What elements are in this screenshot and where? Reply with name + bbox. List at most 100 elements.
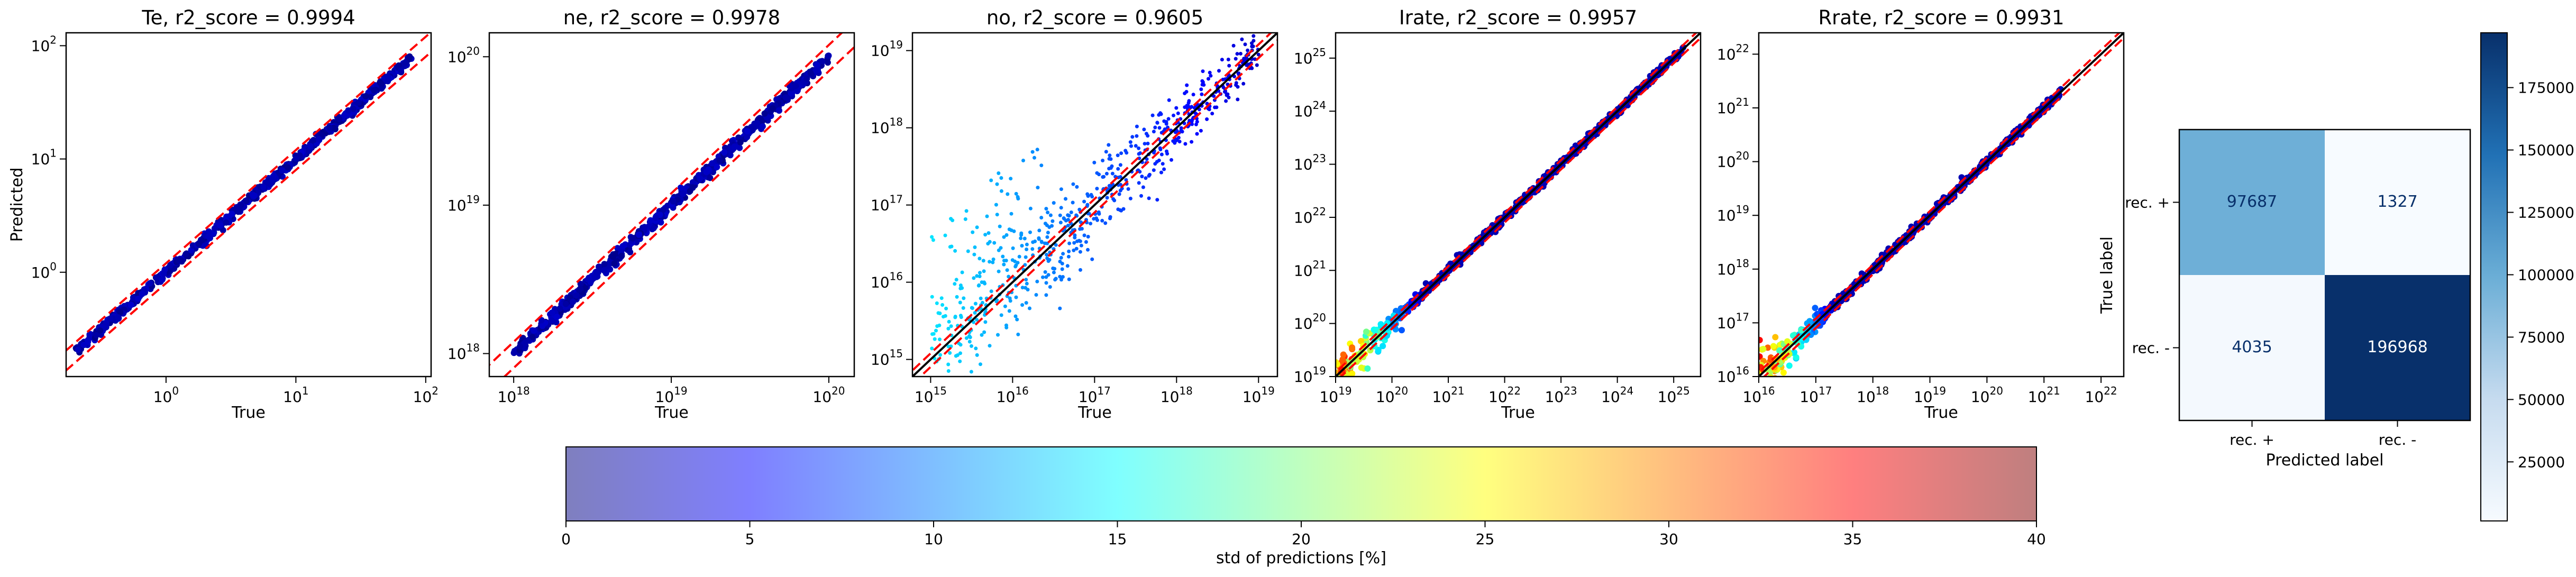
data-point [153, 274, 160, 281]
x-tick-label: 101 [283, 384, 308, 406]
data-point [1041, 275, 1045, 279]
data-point [1010, 258, 1015, 262]
data-point [994, 299, 999, 304]
data-point [960, 270, 964, 274]
colorbar-tick-label: 100000 [2518, 266, 2574, 283]
data-point [680, 190, 686, 197]
data-point [1060, 261, 1064, 265]
data-point [974, 346, 978, 351]
data-point [1153, 125, 1157, 130]
data-point [1044, 281, 1048, 285]
data-point [1159, 170, 1163, 175]
data-points [1336, 44, 1687, 383]
data-point [1241, 81, 1246, 86]
data-point [958, 343, 963, 347]
colorbar-tick-label: 5 [745, 530, 755, 548]
data-point [1195, 132, 1199, 136]
data-point [716, 157, 723, 164]
data-point [966, 249, 970, 253]
data-point [556, 305, 563, 312]
data-point [236, 207, 243, 213]
data-point [1166, 117, 1171, 121]
data-point [814, 62, 821, 68]
data-point [601, 261, 608, 268]
y-tick-label: 1022 [1294, 205, 1326, 226]
confusion-cell [2325, 130, 2470, 275]
data-point [159, 276, 166, 283]
data-point [1340, 351, 1347, 358]
data-point [1059, 187, 1063, 191]
data-point [1155, 121, 1159, 125]
data-point [1017, 254, 1021, 259]
data-point [1089, 193, 1093, 197]
data-point [1108, 216, 1112, 221]
y-category-label: rec. + [2125, 194, 2170, 212]
data-point [1103, 221, 1108, 225]
data-point [223, 219, 230, 226]
data-point [998, 224, 1002, 228]
data-point [398, 67, 404, 74]
data-point [1186, 104, 1190, 108]
data-point [1025, 281, 1029, 286]
x-tick-label: 100 [153, 384, 179, 406]
y-tick-label: 1023 [1294, 152, 1326, 173]
data-point [1172, 113, 1175, 117]
data-point [510, 350, 517, 356]
data-point [660, 206, 666, 213]
data-point [1025, 248, 1029, 251]
data-point [1085, 192, 1090, 196]
data-point [995, 213, 999, 217]
data-point [930, 235, 934, 239]
lower-bound-line [66, 50, 431, 372]
x-axis-label: True [1924, 404, 1958, 422]
data-point [954, 278, 958, 282]
data-point [971, 230, 975, 234]
confusion-frame [2178, 129, 2471, 422]
data-point [1024, 301, 1028, 305]
data-point [1011, 246, 1015, 250]
data-point [985, 214, 989, 218]
data-point [1760, 345, 1767, 352]
colorbar-tick-label: 40 [2027, 530, 2046, 548]
panel-title: Te, r2_score = 0.9994 [141, 6, 355, 29]
data-point [1102, 175, 1106, 179]
data-point [1139, 194, 1143, 198]
data-point [117, 309, 124, 316]
data-point [211, 225, 218, 232]
data-point [1770, 343, 1777, 350]
data-point [944, 306, 948, 310]
data-point [1146, 141, 1150, 145]
data-point [1078, 250, 1082, 254]
data-point [1140, 175, 1144, 179]
data-point [260, 184, 267, 190]
y-tick-label: 1021 [1717, 96, 1749, 117]
data-point [1238, 52, 1243, 56]
data-point [935, 301, 939, 305]
colorbar-tick-label: 175000 [2518, 79, 2574, 97]
colorbar-tick-label: 0 [561, 530, 571, 548]
data-point [1062, 217, 1066, 221]
panel-title: Irate, r2_score = 0.9957 [1399, 6, 1637, 29]
x-tick-label: 1024 [1601, 384, 1633, 406]
data-point [975, 274, 979, 278]
data-point [988, 344, 992, 348]
data-point [973, 245, 977, 249]
y-category-label: rec. - [2132, 340, 2170, 357]
data-point [1759, 337, 1763, 343]
data-point [1237, 71, 1241, 75]
data-point [999, 189, 1003, 193]
data-point [1097, 172, 1101, 177]
data-point [1019, 236, 1023, 240]
std-colorbar [565, 446, 2037, 521]
x-tick-label: 102 [413, 384, 439, 406]
data-point [970, 344, 973, 348]
y-tick-label: 1017 [1717, 310, 1749, 332]
data-point [1007, 309, 1011, 313]
data-point [1348, 377, 1355, 383]
data-point [782, 94, 789, 101]
data-point [175, 257, 182, 263]
data-point [1377, 321, 1384, 328]
data-point [1104, 150, 1108, 154]
data-point [1217, 69, 1221, 73]
data-point [613, 250, 620, 257]
